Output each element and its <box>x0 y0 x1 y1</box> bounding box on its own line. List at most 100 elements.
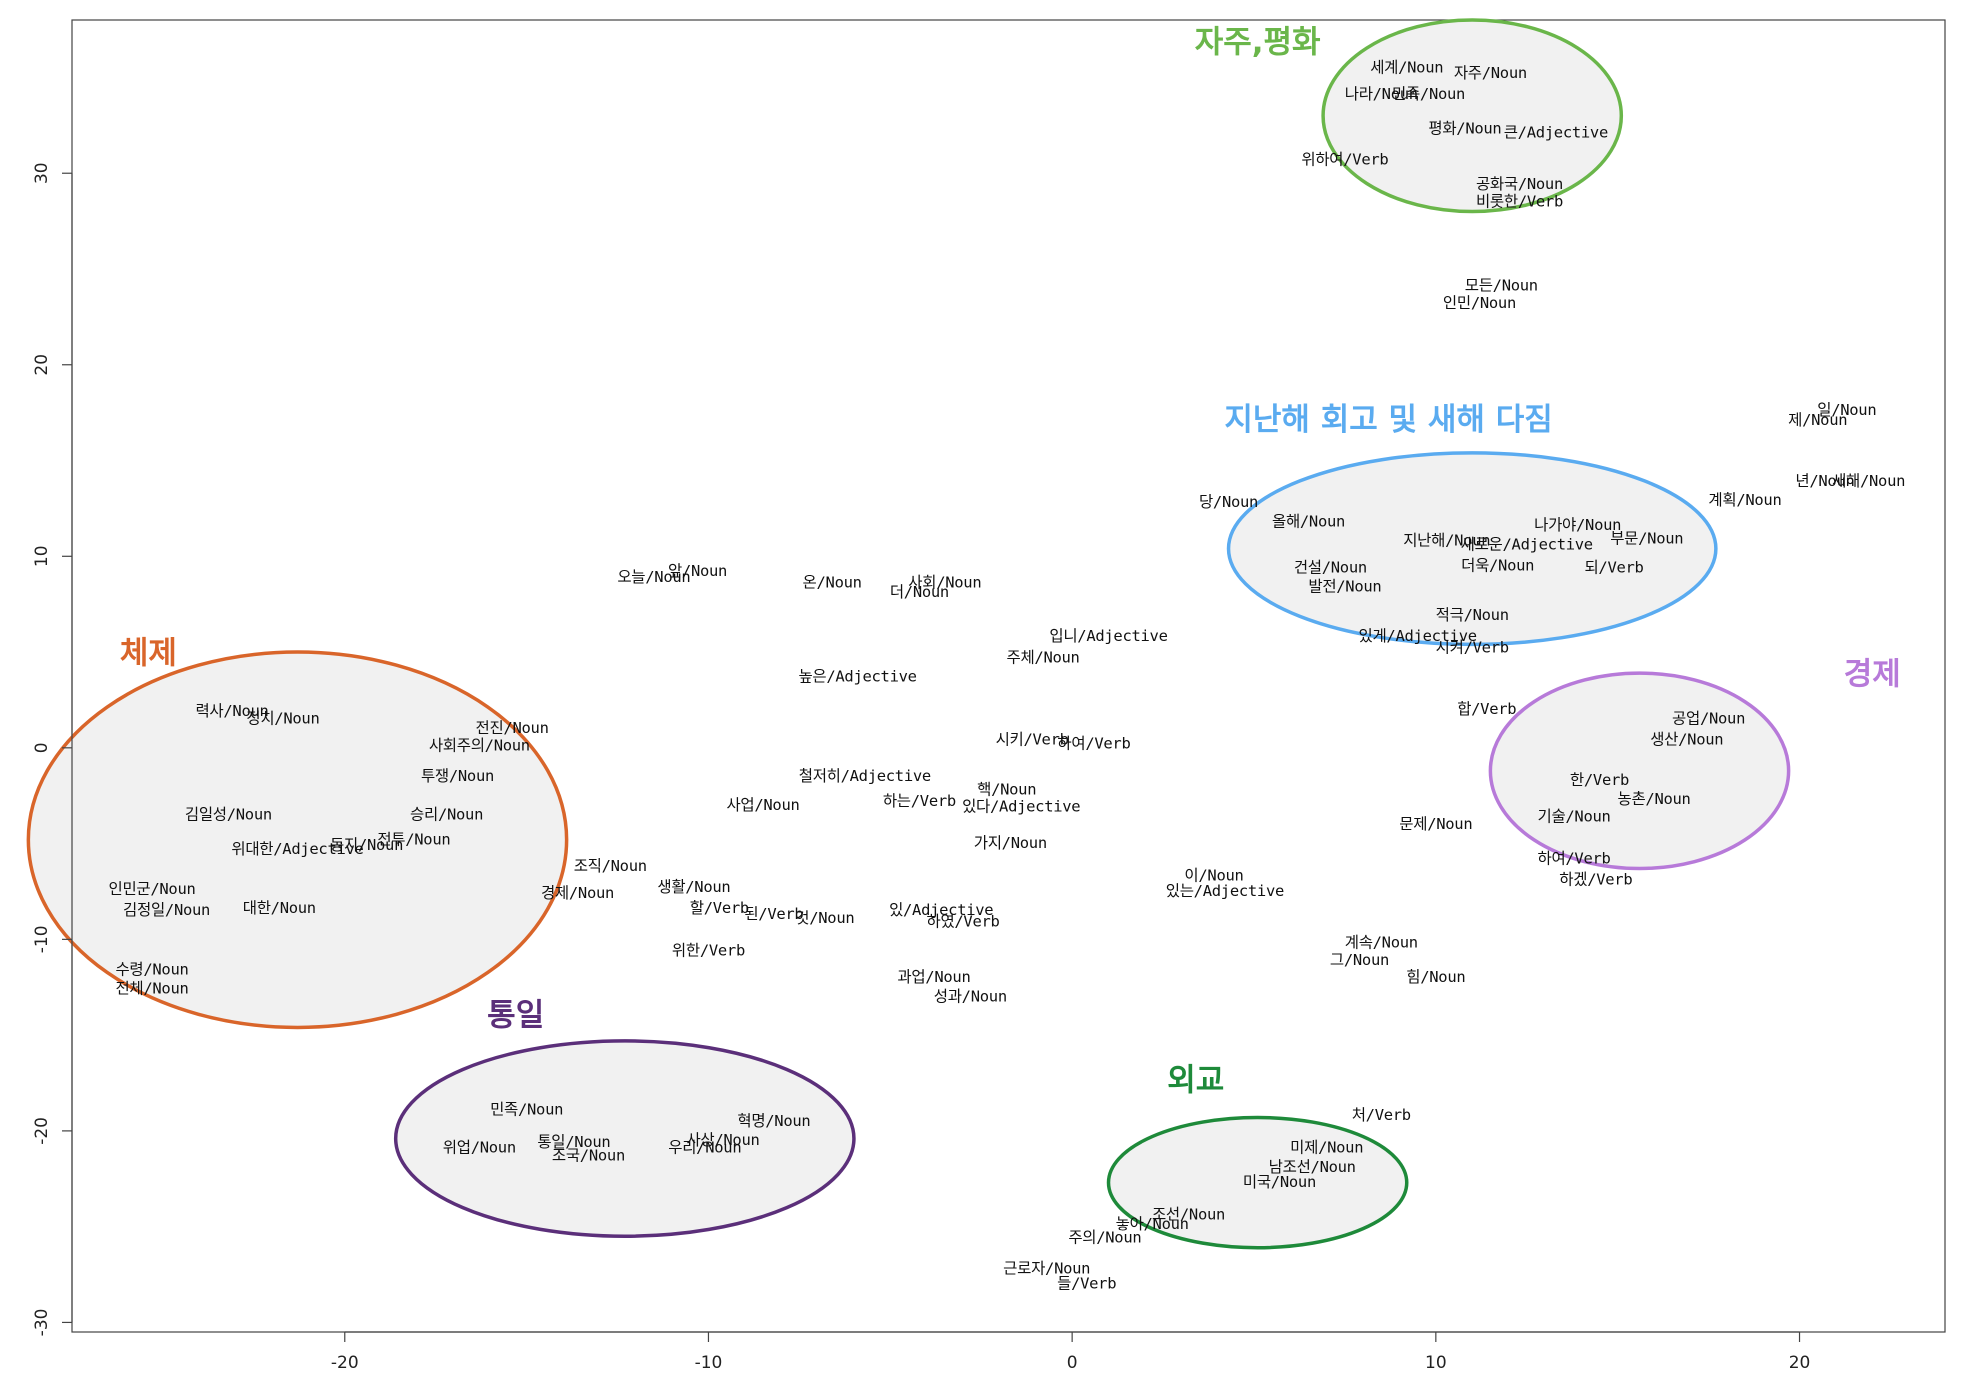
point-label: 하여/Verb <box>1537 849 1610 867</box>
point-label: 하여/Verb <box>1057 734 1130 752</box>
point-label: 있/Adjective <box>889 901 993 919</box>
point-label: 남조선/Noun <box>1269 1158 1356 1176</box>
point-label: 당/Noun <box>1199 493 1258 511</box>
point-label: 사상/Noun <box>686 1131 759 1149</box>
point-label: 된/Verb <box>744 905 803 923</box>
y-tick-label: -30 <box>32 1309 52 1337</box>
point-label: 큰/Adjective <box>1504 124 1608 142</box>
point-label: 비롯한/Verb <box>1476 192 1563 210</box>
cluster-ellipse <box>393 1039 856 1238</box>
point-label: 할/Verb <box>690 899 749 917</box>
point-label: 전진/Noun <box>476 719 549 737</box>
point-label: 새로운/Adjective <box>1461 535 1593 553</box>
y-tick-label: 10 <box>32 545 52 567</box>
point-label: 한/Verb <box>1570 771 1629 789</box>
point-label: 시키/Verb <box>996 731 1069 749</box>
point-label: 우리/Noun <box>668 1139 741 1157</box>
point-label: 미제/Noun <box>1290 1139 1363 1157</box>
y-tick-label: -20 <box>32 1117 52 1145</box>
point-label: 농촌/Noun <box>1618 790 1691 808</box>
point-label: 앞/Noun <box>668 562 727 580</box>
point-label: 경제/Noun <box>541 884 614 902</box>
point-label: 조선/Noun <box>1152 1206 1225 1224</box>
point-label: 문제/Noun <box>1399 815 1472 833</box>
cluster-ellipse <box>26 650 569 1030</box>
point-label: 주체/Noun <box>1007 648 1080 666</box>
point-label: 나라/Noun <box>1345 85 1418 103</box>
point-label: 되/Verb <box>1584 558 1643 576</box>
point-label: 위한/Verb <box>672 941 745 959</box>
point-label: 더/Noun <box>890 583 949 601</box>
point-label: 철저히/Adjective <box>799 767 931 785</box>
point-label: 오늘/Noun <box>617 568 690 586</box>
point-label: 하겠/Verb <box>1559 870 1632 888</box>
point-label: 사회/Noun <box>908 574 981 592</box>
point-label: 년/Noun <box>1795 472 1854 490</box>
point-label: 높은/Adjective <box>798 667 916 685</box>
y-axis: -30 -20 -10 0 10 20 30 <box>32 162 73 1337</box>
y-tick-label: 20 <box>32 354 52 376</box>
x-tick-label: 0 <box>1067 1353 1078 1373</box>
cluster-ellipse <box>1226 451 1718 647</box>
cluster-ellipse <box>1106 1115 1409 1250</box>
x-tick-label: 10 <box>1425 1353 1447 1373</box>
cluster-title: 지난해 회고 및 새해 다짐 <box>1224 402 1552 438</box>
point-label: 부문/Noun <box>1610 530 1683 548</box>
point-label: 모든/Noun <box>1465 277 1538 295</box>
point-label: 발전/Noun <box>1308 577 1381 595</box>
point-label: 동지/Noun <box>330 836 403 854</box>
cluster-title: 체제 <box>120 636 177 672</box>
point-label: 있게/Adjective <box>1359 627 1477 645</box>
point-label: 핵/Noun <box>977 780 1036 798</box>
x-tick-label: 20 <box>1789 1353 1811 1373</box>
point-label: 일/Noun <box>1817 401 1876 419</box>
point-label: 그/Noun <box>1330 951 1389 969</box>
point-label: 더욱/Noun <box>1461 556 1534 574</box>
point-label: 건설/Noun <box>1294 558 1367 576</box>
cluster-title: 외교 <box>1167 1063 1224 1099</box>
point-label: 있는/Adjective <box>1166 882 1284 900</box>
point-label: 김일성/Noun <box>185 805 272 823</box>
point-label: 승리/Noun <box>410 805 483 823</box>
point-label: 공업/Noun <box>1672 710 1745 728</box>
point-label: 사업/Noun <box>726 796 799 814</box>
point-label: 합/Verb <box>1457 700 1516 718</box>
cluster-title: 경제 <box>1844 657 1901 693</box>
x-tick-label: -10 <box>695 1353 723 1373</box>
cluster-title: 자주,평화 <box>1195 25 1321 61</box>
point-label: 이/Noun <box>1184 867 1243 885</box>
point-label: 생산/Noun <box>1650 731 1723 749</box>
y-tick-label: 30 <box>32 162 52 184</box>
point-label: 공화국/Noun <box>1476 175 1563 193</box>
cluster-title: 통일 <box>487 998 544 1034</box>
point-label: 하였/Verb <box>926 913 999 931</box>
point-label: 사회주의/Noun <box>429 736 530 754</box>
point-label: 자주/Noun <box>1454 64 1527 82</box>
point-label: 제/Noun <box>1788 411 1847 429</box>
point-label: 계속/Noun <box>1345 934 1418 952</box>
point-label: 통일/Noun <box>537 1133 610 1151</box>
point-label: 적극/Noun <box>1436 606 1509 624</box>
point-label: 들/Verb <box>1057 1275 1116 1293</box>
point-label: 것/Noun <box>795 909 854 927</box>
point-label: 하는/Verb <box>883 792 956 810</box>
point-label: 처/Verb <box>1352 1106 1411 1124</box>
point-label: 입니/Adjective <box>1049 627 1167 645</box>
point-label: 정치/Noun <box>246 710 319 728</box>
point-label: 생활/Noun <box>657 878 730 896</box>
y-tick-label: -10 <box>32 925 52 953</box>
point-label: 위하여/Verb <box>1301 150 1388 168</box>
point-label: 조국/Noun <box>552 1146 625 1164</box>
x-tick-label: -20 <box>331 1353 359 1373</box>
point-label: 혁명/Noun <box>737 1112 810 1130</box>
point-label: 민족/Noun <box>1392 85 1465 103</box>
point-label: 대한/Noun <box>243 899 316 917</box>
point-label: 수령/Noun <box>115 961 188 979</box>
point-label: 전체/Noun <box>115 980 188 998</box>
point-label: 조직/Noun <box>574 857 647 875</box>
point-label: 기술/Noun <box>1537 807 1610 825</box>
point-label: 근로자/Noun <box>1003 1259 1090 1277</box>
point-label: 놓아/Noun <box>1116 1215 1189 1233</box>
point-label: 전투/Noun <box>377 830 450 848</box>
